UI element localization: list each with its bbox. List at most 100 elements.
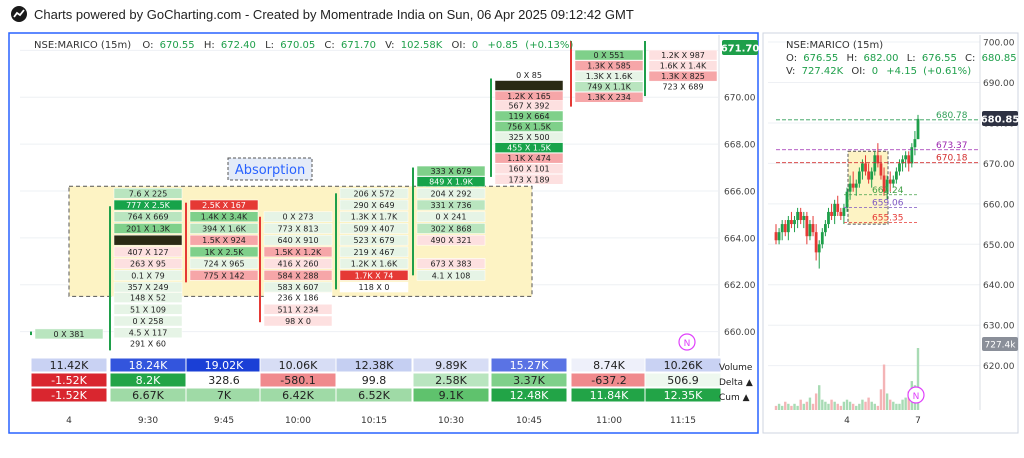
footprint-cell (494, 142, 564, 153)
cum-cell (412, 387, 490, 403)
right-volume-bar (858, 403, 861, 410)
left-legend-l: 670.05 (280, 40, 315, 51)
right-candle-body (867, 171, 871, 180)
footprint-cell (34, 328, 104, 340)
footprint-cell (189, 199, 259, 211)
footprint-cell-text: 1.3K X 825 (661, 72, 705, 81)
footprint-cell (263, 246, 333, 258)
left-x-tick: 11:00 (596, 416, 622, 426)
right-candle-body (774, 232, 778, 241)
footprint-cell (113, 327, 183, 338)
right-candle-body (857, 171, 861, 184)
footprint-cell-text: 1.2K X 1.6K (351, 260, 398, 269)
right-volume-bar (882, 364, 886, 410)
right-volume-bar (780, 405, 784, 410)
delta-cell-text: -637.2 (591, 374, 626, 387)
right-level-label: 680.78 (936, 111, 968, 121)
right-volume-bar (901, 399, 904, 410)
left-x-tick: 9:45 (214, 416, 234, 426)
delta-cell-text: -580.1 (280, 374, 315, 387)
right-volume-bar (867, 397, 870, 410)
right-volume-bar (907, 391, 910, 410)
cum-cell (490, 387, 568, 403)
volume-cell-text: 11.42K (50, 359, 89, 372)
delta-cell (412, 372, 490, 388)
right-legend-c-label: C: (965, 53, 975, 64)
left-legend-v-label: V: (385, 40, 394, 51)
right-candle-body (793, 220, 796, 225)
footprint-cell-text: 0 X 551 (594, 51, 625, 60)
right-volume-bar (895, 403, 898, 410)
footprint-cell (339, 234, 409, 246)
right-news-marker[interactable]: N (907, 386, 925, 404)
right-volume-bar (811, 403, 815, 410)
delta-cell-text: 2.58K (435, 374, 467, 387)
delta-cell-text: 506.9 (667, 374, 699, 387)
right-candle-body (817, 244, 821, 253)
right-candle-body (786, 220, 790, 233)
left-y-tick: 668.00 (724, 141, 756, 151)
footprint-cell-text: 1.1K X 474 (507, 154, 551, 163)
left-legend-o-label: O: (142, 40, 153, 51)
right-volume-bar (876, 405, 880, 410)
footprint-cell (113, 281, 183, 293)
right-legend-o: 676.55 (803, 53, 838, 64)
right-volume-bar (821, 399, 824, 410)
right-candle-body (820, 232, 824, 245)
right-candle-body (848, 183, 852, 192)
left-news-marker[interactable]: N (678, 333, 696, 351)
volume-cell (335, 357, 413, 373)
right-legend-symbol: NSE:MARICO (15m) (786, 40, 883, 51)
left-x-tick: 11:15 (670, 416, 696, 426)
right-level-label: 655.35 (872, 214, 904, 224)
right-volume-bar (793, 403, 796, 410)
left-x-tick: 10:00 (285, 416, 311, 426)
footprint-cell (494, 174, 564, 185)
right-volume-bar (842, 401, 846, 410)
footprint-cell-text: 1.3K X 1.6K (586, 72, 633, 81)
footprint-cell (416, 234, 486, 246)
left-last-price: 671.70 (721, 44, 760, 55)
footprint-cell (263, 223, 333, 234)
footprint-cell-text: 1.3K X 234 (587, 93, 631, 102)
right-volume-bar (808, 397, 812, 410)
left-wicks (30, 41, 646, 351)
left-last-price-badge: 671.70 (721, 40, 760, 55)
footprint-cell-text: 773 X 813 (277, 224, 318, 233)
footprint-cell (648, 70, 718, 82)
right-candle-body (836, 203, 840, 212)
footprint-cell (263, 281, 333, 293)
right-candle-body (888, 179, 892, 184)
right-volume-bar (892, 401, 895, 410)
footprint-cell-text: 0 X 85 (516, 71, 542, 80)
footprint-cell-text: 204 X 292 (430, 189, 471, 198)
footprint-cell (339, 258, 409, 269)
right-level-label: 659.06 (872, 199, 904, 209)
right-legend-v-label: V: (786, 66, 795, 77)
footprint-cell (339, 246, 409, 258)
right-candle-body (802, 215, 806, 221)
right-last-price-badge: 680.85 (981, 111, 1019, 126)
right-x-tick: 7 (915, 416, 921, 426)
volume-cell-text: 10.06K (279, 359, 318, 372)
right-volume-bar (845, 399, 849, 410)
volume-cell (490, 357, 568, 373)
volume-cell-text: 15.27K (510, 359, 549, 372)
footprint-cell (339, 223, 409, 234)
absorption-label: Absorption (227, 157, 313, 181)
right-candle-body (882, 175, 886, 192)
footprint-cell (416, 211, 486, 222)
left-x-tick: 9:30 (138, 416, 158, 426)
footprint-cell-text: 0 X 258 (133, 317, 164, 326)
footprint-cell (339, 188, 409, 199)
footprint-cell-text: 583 X 607 (277, 283, 318, 292)
cum-cell-text: 6.67K (132, 389, 164, 402)
footprint-cell (574, 49, 644, 61)
footprint-cell (494, 163, 564, 174)
right-candle-body (876, 155, 880, 164)
footprint-cell-text: 764 X 669 (127, 213, 168, 222)
right-legend-l-label: L: (907, 53, 916, 64)
footprint-cell-text: 416 X 260 (277, 260, 318, 269)
footprint-cell-text: 0.1 X 79 (131, 271, 164, 280)
